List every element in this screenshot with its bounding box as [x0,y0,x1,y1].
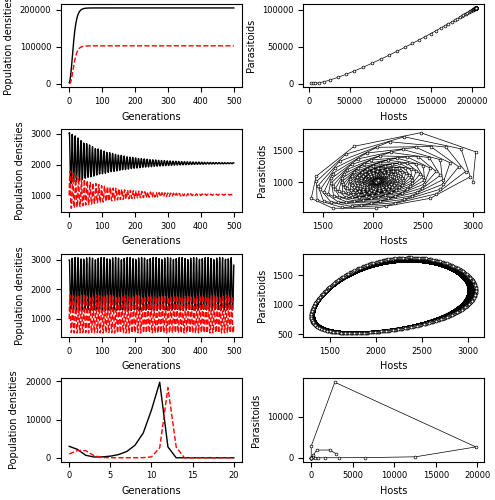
Y-axis label: Parasitoids: Parasitoids [251,394,261,446]
X-axis label: Hosts: Hosts [380,236,407,246]
Y-axis label: Parasitoids: Parasitoids [257,268,267,322]
X-axis label: Hosts: Hosts [380,486,407,496]
X-axis label: Generations: Generations [122,361,181,371]
X-axis label: Hosts: Hosts [380,361,407,371]
Y-axis label: Population densities: Population densities [4,0,14,95]
X-axis label: Generations: Generations [122,112,181,122]
Y-axis label: Population densities: Population densities [14,246,25,344]
Y-axis label: Parasitoids: Parasitoids [257,144,267,197]
Y-axis label: Population densities: Population densities [14,121,25,220]
Y-axis label: Population densities: Population densities [9,370,19,470]
X-axis label: Generations: Generations [122,486,181,496]
X-axis label: Hosts: Hosts [380,112,407,122]
X-axis label: Generations: Generations [122,236,181,246]
Y-axis label: Parasitoids: Parasitoids [246,19,256,72]
